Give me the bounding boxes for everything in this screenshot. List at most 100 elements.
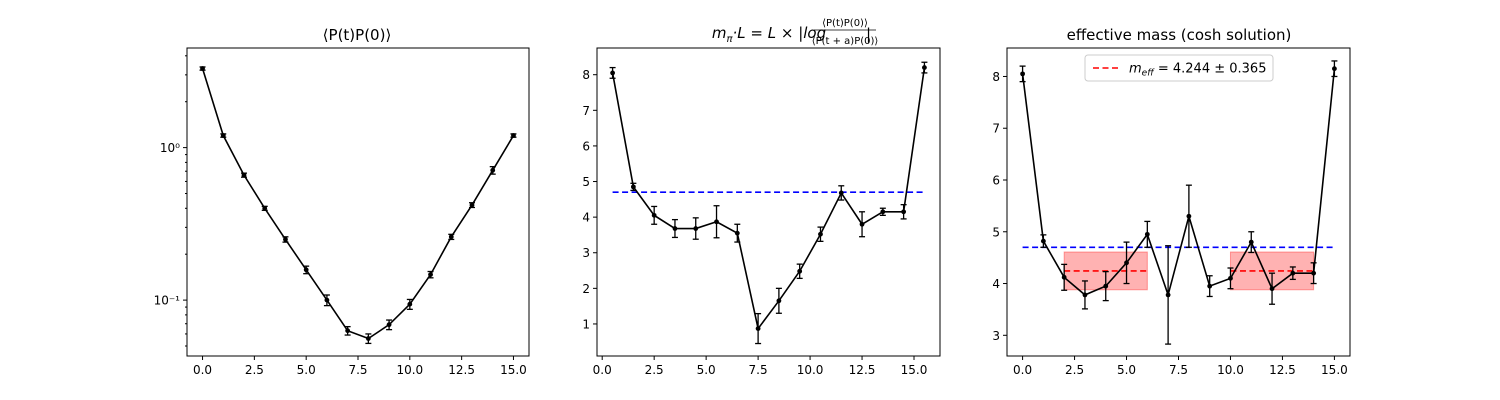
data-point — [345, 328, 351, 334]
data-point — [1290, 270, 1296, 276]
data-point — [610, 70, 615, 76]
data-point — [1228, 275, 1233, 281]
y-tick-label: 4 — [582, 211, 590, 225]
data-point — [241, 172, 247, 178]
x-tick-label: 7.5 — [749, 363, 768, 377]
panel-pion-mass: mπ·L = L × |log ⟨P(t)P(0)⟩ ⟨P(t + a)P(0)… — [582, 18, 941, 377]
data-point — [448, 234, 454, 240]
data-point — [469, 202, 475, 208]
data-point — [922, 65, 927, 70]
data-point — [859, 221, 865, 227]
title-lhs: ·L = L × |log — [733, 24, 827, 42]
series-line-0 — [1021, 68, 1336, 298]
data-point — [1144, 231, 1150, 237]
data-point — [1040, 238, 1046, 244]
y-tick-label: 8 — [992, 70, 1000, 84]
data-point — [283, 237, 288, 242]
plot-area: 0.0 2.5 5.0 7.5 10.0 12.5 15.0 10⁻¹ 10⁰ — [154, 47, 530, 377]
data-point — [407, 301, 413, 307]
data-point — [365, 336, 371, 341]
data-point — [262, 205, 268, 211]
x-tick-label: 2.5 — [645, 363, 664, 377]
x-tick-label: 12.5 — [1269, 363, 1296, 377]
panel-title: effective mass (cosh solution) — [1067, 26, 1292, 44]
y-tick-label: 7 — [582, 104, 590, 118]
x-tick-label: 2.5 — [1065, 363, 1084, 377]
y-tick-label: 7 — [992, 122, 1000, 136]
x-tick-label: 0.0 — [593, 363, 612, 377]
data-point — [651, 212, 657, 218]
y-tick-label: 5 — [992, 225, 1000, 239]
plot-area: 0.0 2.5 5.0 7.5 10.0 12.5 15.0 1 2 3 4 5 6 7 8 — [582, 47, 941, 377]
data-point — [428, 272, 433, 277]
y-tick-label: 10⁻¹ — [154, 294, 181, 308]
y-tick-label: 8 — [582, 68, 590, 82]
plot-area: 0.0 2.5 5.0 7.5 10.0 12.5 15.0 3 4 5 6 7 8 meff = 4.2… — [992, 47, 1351, 377]
data-point — [303, 267, 309, 273]
data-point — [714, 219, 719, 225]
data-point — [220, 133, 226, 138]
x-tick-label: 5.0 — [1117, 363, 1136, 377]
panel-title: mπ·L = L × |log — [712, 24, 826, 45]
series-line-0 — [611, 67, 926, 331]
data-point — [1124, 260, 1129, 266]
data-point — [1207, 283, 1213, 289]
y-tick-label: 3 — [582, 246, 590, 260]
data-point — [1082, 292, 1088, 298]
data-point — [1311, 270, 1317, 276]
y-tick-label: 6 — [992, 174, 1000, 188]
data-point — [901, 209, 907, 215]
data-point — [1186, 213, 1192, 219]
y-tick-label: 6 — [582, 139, 590, 153]
y-tick-label: 5 — [582, 175, 590, 189]
x-tick-label: 15.0 — [500, 363, 527, 377]
x-tick-label: 15.0 — [1321, 363, 1348, 377]
data-point — [734, 230, 740, 236]
data-point — [324, 297, 330, 303]
legend-label-m: m — [1129, 62, 1142, 77]
title-numerator: ⟨P(t)P(0)⟩ — [822, 18, 868, 29]
data-point — [1165, 292, 1171, 298]
x-tick-label: 5.0 — [297, 363, 316, 377]
y-tick-label: 4 — [992, 277, 1000, 291]
data-point — [386, 322, 392, 328]
title-pi-subscript: π — [726, 34, 733, 45]
axes-frame — [596, 47, 941, 357]
x-tick-label: 12.5 — [448, 363, 475, 377]
title-m: m — [712, 24, 727, 42]
x-tick-label: 12.5 — [849, 363, 876, 377]
x-tick-label: 10.0 — [396, 363, 423, 377]
panel-correlator: ⟨P(t)P(0)⟩ 0.0 2.5 5.0 7.5 10.0 12.5 15.0 10⁻¹ 1… — [154, 26, 530, 377]
x-tick-label: 10.0 — [1217, 363, 1244, 377]
data-point — [1103, 283, 1109, 289]
panel-title: ⟨P(t)P(0)⟩ — [323, 26, 392, 44]
x-tick-label: 15.0 — [901, 363, 928, 377]
title-close-bar: | — [866, 25, 871, 43]
data-point — [838, 190, 844, 196]
x-tick-label: 0.0 — [1013, 363, 1032, 377]
data-point — [755, 326, 761, 331]
data-point — [693, 226, 699, 231]
data-point — [1248, 239, 1254, 245]
x-tick-label: 5.0 — [697, 363, 716, 377]
data-point — [797, 268, 803, 274]
y-tick-label: 10⁰ — [160, 141, 180, 155]
data-point — [511, 133, 516, 138]
data-point — [1332, 66, 1337, 72]
y-tick-label: 2 — [582, 282, 590, 296]
data-point — [1061, 274, 1067, 280]
y-tick-label: 1 — [582, 317, 590, 331]
data-point — [880, 209, 886, 215]
y-tick-label: 3 — [992, 329, 1000, 343]
data-point — [672, 226, 678, 231]
x-tick-label: 7.5 — [1169, 363, 1188, 377]
data-point — [776, 298, 782, 304]
legend-label-subscript: eff — [1142, 69, 1156, 79]
legend-box — [1084, 54, 1274, 82]
legend: meff = 4.244 ± 0.365 — [1084, 54, 1274, 82]
legend-label-value: = 4.244 ± 0.365 — [1154, 62, 1267, 77]
data-point — [1269, 286, 1275, 292]
x-tick-label: 0.0 — [193, 363, 212, 377]
